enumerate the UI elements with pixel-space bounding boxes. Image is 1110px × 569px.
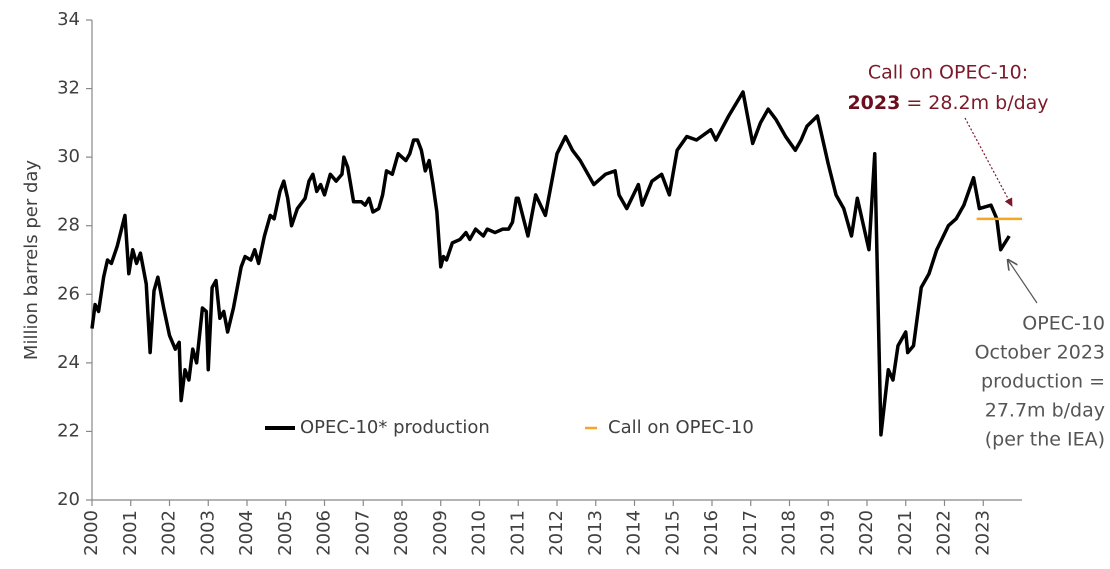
x-tick-label: 2015 <box>662 510 683 556</box>
x-tick-label: 2018 <box>779 510 800 556</box>
annotation-line: production = <box>981 371 1105 393</box>
x-tick-label: 2022 <box>934 510 955 556</box>
x-tick-label: 2008 <box>391 510 412 556</box>
y-tick-label: 30 <box>57 146 80 167</box>
x-tick-label: 2002 <box>159 510 180 556</box>
x-tick-label: 2023 <box>972 510 993 556</box>
x-tick-label: 2013 <box>585 510 606 556</box>
annotation-line: OPEC-10 <box>1022 313 1105 335</box>
x-tick-label: 2006 <box>314 510 335 556</box>
x-tick-label: 2021 <box>895 510 916 556</box>
annotation: Call on OPEC-10: <box>868 62 1028 84</box>
x-tick-label: 2004 <box>236 510 257 556</box>
annotation-line: (per the IEA) <box>985 429 1105 451</box>
legend-label: Call on OPEC-10 <box>608 417 754 438</box>
x-tick-label: 2014 <box>624 510 645 556</box>
x-tick-label: 2017 <box>740 510 761 556</box>
y-tick-label: 28 <box>57 215 80 236</box>
annotation-text: = 28.2m b/day <box>906 92 1048 114</box>
x-tick-label: 2011 <box>507 510 528 556</box>
y-tick-label: 26 <box>57 283 80 304</box>
y-tick-label: 22 <box>57 420 80 441</box>
y-tick-label: 20 <box>57 489 80 510</box>
x-tick-label: 2019 <box>817 510 838 556</box>
y-tick-label: 34 <box>57 9 80 30</box>
annotation-line: 27.7m b/day <box>985 400 1105 422</box>
y-tick-label: 24 <box>57 352 80 373</box>
legend-label: OPEC-10* production <box>300 417 490 438</box>
annotation-line: October 2023 <box>975 342 1105 364</box>
annotation-arrow <box>1008 260 1038 304</box>
x-tick-label: 2000 <box>81 510 102 556</box>
data-line <box>90 90 1011 437</box>
annotation-bold: 2023 <box>847 92 900 114</box>
x-tick-label: 2010 <box>469 510 490 556</box>
y-axis-label: Million barrels per day <box>21 160 42 360</box>
annotation: 2023 = 28.2m b/day <box>847 92 1048 114</box>
x-tick-label: 2020 <box>856 510 877 556</box>
x-tick-label: 2005 <box>275 510 296 556</box>
y-tick-label: 32 <box>57 78 80 99</box>
x-tick-label: 2016 <box>701 510 722 556</box>
annotation-block: OPEC-10 October 2023 production = 27.7m b/d… <box>975 313 1105 451</box>
x-tick-label: 2012 <box>546 510 567 556</box>
x-tick-label: 2003 <box>197 510 218 556</box>
annotation-arrow <box>964 117 1013 207</box>
x-tick-label: 2007 <box>352 510 373 556</box>
x-tick-label: 2009 <box>430 510 451 556</box>
x-tick-label: 2001 <box>120 510 141 556</box>
